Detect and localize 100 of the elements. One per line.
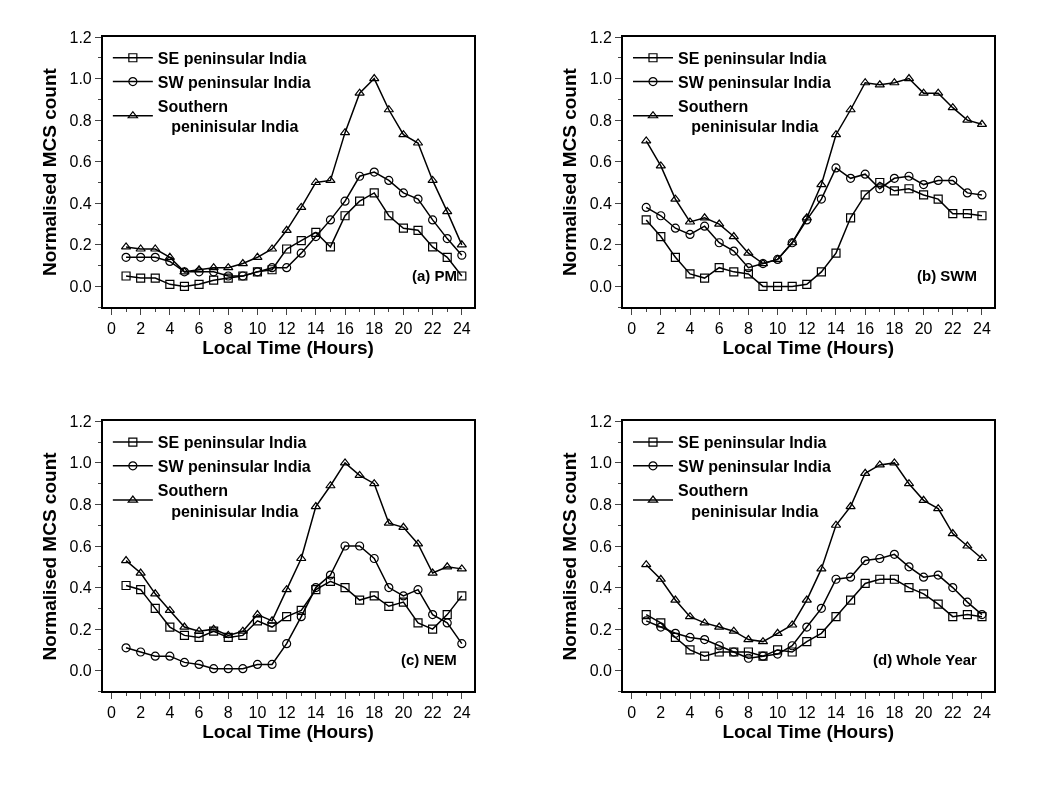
point (311, 227, 321, 237)
point (325, 175, 336, 184)
x-tick-label: 2 (656, 320, 666, 338)
point (962, 541, 973, 549)
x-tick-label: 10 (768, 704, 787, 722)
point (700, 651, 710, 661)
point (656, 231, 666, 242)
y-tick-label: 0.6 (589, 537, 612, 555)
point (369, 553, 379, 564)
point (252, 609, 263, 618)
point (772, 649, 783, 659)
x-tick-label: 16 (856, 320, 875, 338)
x-tick-label: 12 (277, 704, 296, 722)
x-tick-label: 20 (914, 320, 933, 338)
y-tick-label: 0.0 (69, 277, 92, 295)
x-tick-label: 24 (452, 320, 471, 338)
point (758, 281, 768, 291)
point (845, 572, 856, 582)
x-tick-label: 12 (797, 320, 816, 338)
point (729, 246, 739, 256)
point (398, 223, 409, 233)
point (670, 223, 680, 233)
point (802, 215, 812, 225)
point (325, 215, 336, 225)
point (135, 244, 146, 252)
x-tick-label: 6 (194, 704, 204, 722)
point (325, 481, 336, 489)
x-tick-label: 14 (827, 320, 845, 338)
point (165, 651, 175, 661)
annotation: (a) PM (412, 267, 457, 284)
legend-label: Southern peninisular India (678, 481, 819, 520)
x-tick-label: 18 (365, 704, 384, 722)
point (802, 637, 812, 647)
x-tick-label: 24 (452, 704, 471, 722)
y-tick-label: 1.0 (589, 70, 612, 88)
y-tick-label: 0.0 (589, 662, 612, 680)
point (150, 252, 160, 262)
point (670, 252, 680, 262)
legend-label: Southern peninisular India (157, 481, 299, 520)
point (282, 244, 292, 254)
point (384, 601, 394, 611)
point (831, 163, 841, 173)
y-tick-label: 1.0 (589, 454, 612, 472)
point (903, 73, 915, 82)
x-tick-label: 22 (943, 320, 962, 338)
point (442, 206, 453, 215)
y-tick-label: 0.8 (69, 496, 92, 514)
point (413, 618, 423, 628)
point (223, 263, 234, 271)
y-axis-title: Normalised MCS count (38, 67, 60, 277)
point (194, 659, 204, 670)
point (918, 88, 929, 96)
point (641, 215, 651, 225)
point (743, 248, 754, 256)
point (948, 612, 958, 622)
point (267, 622, 277, 632)
x-tick-label: 6 (714, 320, 724, 338)
point (656, 211, 666, 221)
point (831, 574, 841, 584)
point (948, 209, 958, 219)
point (977, 190, 987, 200)
point (384, 582, 394, 593)
x-tick-label: 18 (365, 320, 384, 338)
point (325, 576, 336, 586)
point (787, 647, 797, 657)
point (933, 194, 943, 204)
point (223, 664, 233, 674)
y-tick-label: 1.2 (69, 412, 92, 430)
y-tick-label: 0.2 (589, 236, 612, 254)
point (223, 630, 234, 638)
point (933, 570, 943, 580)
point (369, 188, 379, 198)
point (296, 553, 307, 562)
point (787, 281, 797, 291)
x-tick-label: 8 (743, 704, 753, 722)
point (150, 244, 161, 252)
x-tick-label: 14 (306, 320, 325, 338)
point (457, 250, 467, 260)
point (384, 211, 394, 221)
y-tick-label: 0.6 (589, 153, 612, 171)
point (948, 175, 958, 186)
point (933, 175, 943, 186)
point (641, 616, 651, 626)
point (918, 179, 929, 190)
point (165, 256, 175, 267)
x-tick-label: 8 (223, 320, 233, 338)
y-tick-label: 0.6 (69, 537, 92, 555)
point (179, 281, 190, 291)
x-axis-title: Local Time (Hours) (202, 721, 374, 743)
point (150, 273, 160, 283)
point (428, 242, 438, 252)
point (282, 263, 292, 273)
point (121, 271, 131, 281)
point (874, 80, 885, 88)
point (845, 105, 856, 113)
point (962, 209, 972, 219)
point (962, 188, 972, 198)
y-tick-label: 0.8 (589, 496, 612, 514)
annotation: (b) SWM (917, 267, 977, 284)
point (121, 643, 131, 653)
